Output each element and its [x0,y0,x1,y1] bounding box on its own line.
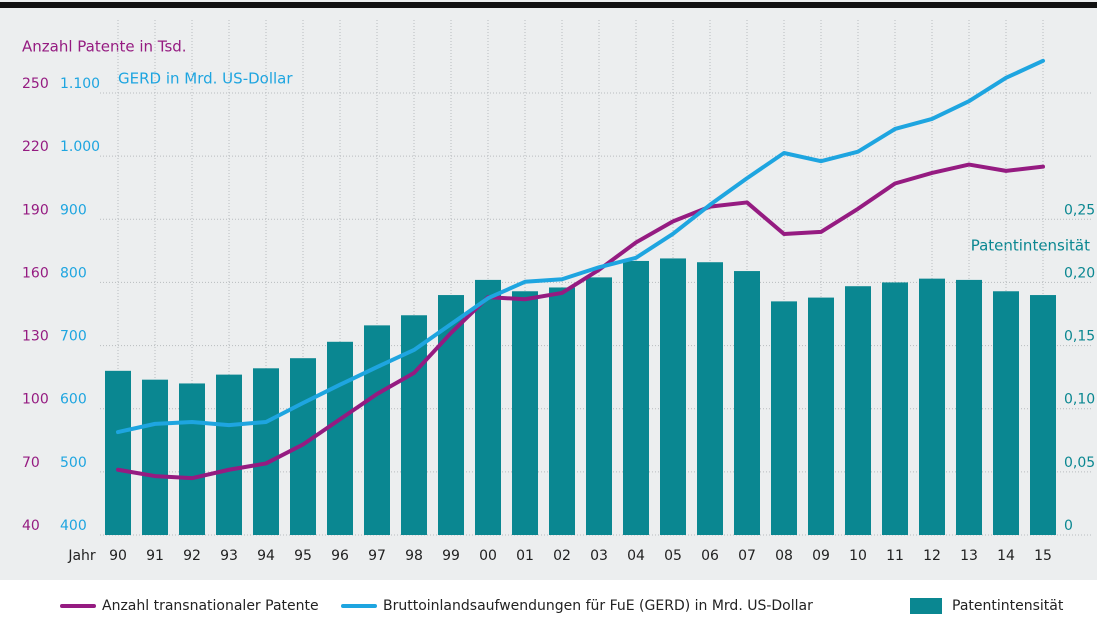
x-axis-title: Jahr [67,548,96,564]
x-tick-label: 92 [183,548,201,564]
y3-tick-label: 0,10 [1064,392,1095,408]
x-tick-label: 09 [812,548,830,564]
y3-tick-label: 0,20 [1064,265,1095,281]
bar [364,325,390,535]
x-tick-label: 12 [923,548,941,564]
x-tick-label: 99 [442,548,460,564]
x-tick-label: 10 [849,548,867,564]
y-tick-label: 220 [22,139,49,155]
line [116,162,1045,481]
bar [475,279,501,535]
x-tick-label: 00 [479,548,497,564]
x-tick-label: 95 [294,548,312,564]
bar [808,297,834,535]
y2-tick-label: 900 [60,202,87,218]
y2-tick-label: 600 [60,392,87,408]
bar [512,291,538,535]
bar [549,287,575,535]
bar [734,271,760,535]
x-tick-label: 98 [405,548,423,564]
x-tick-label: 96 [331,548,349,564]
bar [993,291,1019,535]
x-tick-label: 90 [109,548,127,564]
y2-tick-label: 800 [60,265,87,281]
x-tick-label: 03 [590,548,608,564]
x-tick-label: 91 [146,548,164,564]
y-tick-label: 190 [22,202,49,218]
legend-label: Patentintensität [952,598,1064,614]
x-tick-label: 06 [701,548,719,564]
y-tick-label: 70 [22,455,40,471]
x-tick-label: 08 [775,548,793,564]
y2-tick-label: 400 [60,518,87,534]
y2-tick-label: 700 [60,329,87,345]
x-tick-label: 13 [960,548,978,564]
bar [105,370,131,535]
y3-tick-label: 0 [1064,518,1073,534]
legend-label: Bruttoinlandsaufwendungen für FuE (GERD)… [383,598,813,614]
x-tick-label: 04 [627,548,645,564]
y2-tick-label: 1.000 [60,139,100,155]
line [116,58,1045,435]
y3-tick-label: 0,05 [1064,455,1095,471]
y-tick-label: 130 [22,329,49,345]
y3-tick-label: 0,25 [1064,202,1095,218]
legend-label: Anzahl transnationaler Patente [102,598,319,614]
x-tick-label: 11 [886,548,904,564]
y3-axis-title: Patentintensität [971,237,1090,255]
bar [216,374,242,535]
x-tick-label: 97 [368,548,386,564]
top-bar [0,2,1097,8]
y-tick-label: 100 [22,392,49,408]
bar [660,258,686,535]
bar [253,368,279,535]
y3-tick-label: 0,15 [1064,329,1095,345]
x-tick-label: 93 [220,548,238,564]
bar [586,277,612,535]
bar [882,282,908,535]
bar [623,260,649,535]
y-tick-label: 160 [22,265,49,281]
y2-tick-label: 500 [60,455,87,471]
x-tick-label: 07 [738,548,756,564]
bar [697,262,723,535]
x-tick-label: 15 [1034,548,1052,564]
y-tick-label: 250 [22,76,49,92]
bar [919,278,945,535]
bar [771,301,797,535]
x-tick-label: 14 [997,548,1015,564]
y-tick-label: 40 [22,518,40,534]
x-tick-label: 01 [516,548,534,564]
bar [327,341,353,535]
legend-swatch [910,598,942,614]
y2-axis-title: GERD in Mrd. US-Dollar [118,70,293,88]
x-tick-label: 02 [553,548,571,564]
bar [956,279,982,535]
y2-tick-label: 1.100 [60,76,100,92]
x-tick-label: 94 [257,548,275,564]
bar [1030,295,1056,535]
bar [845,286,871,535]
x-tick-label: 05 [664,548,682,564]
bar [179,383,205,535]
y-axis-title: Anzahl Patente in Tsd. [22,38,187,56]
bar [142,379,168,535]
